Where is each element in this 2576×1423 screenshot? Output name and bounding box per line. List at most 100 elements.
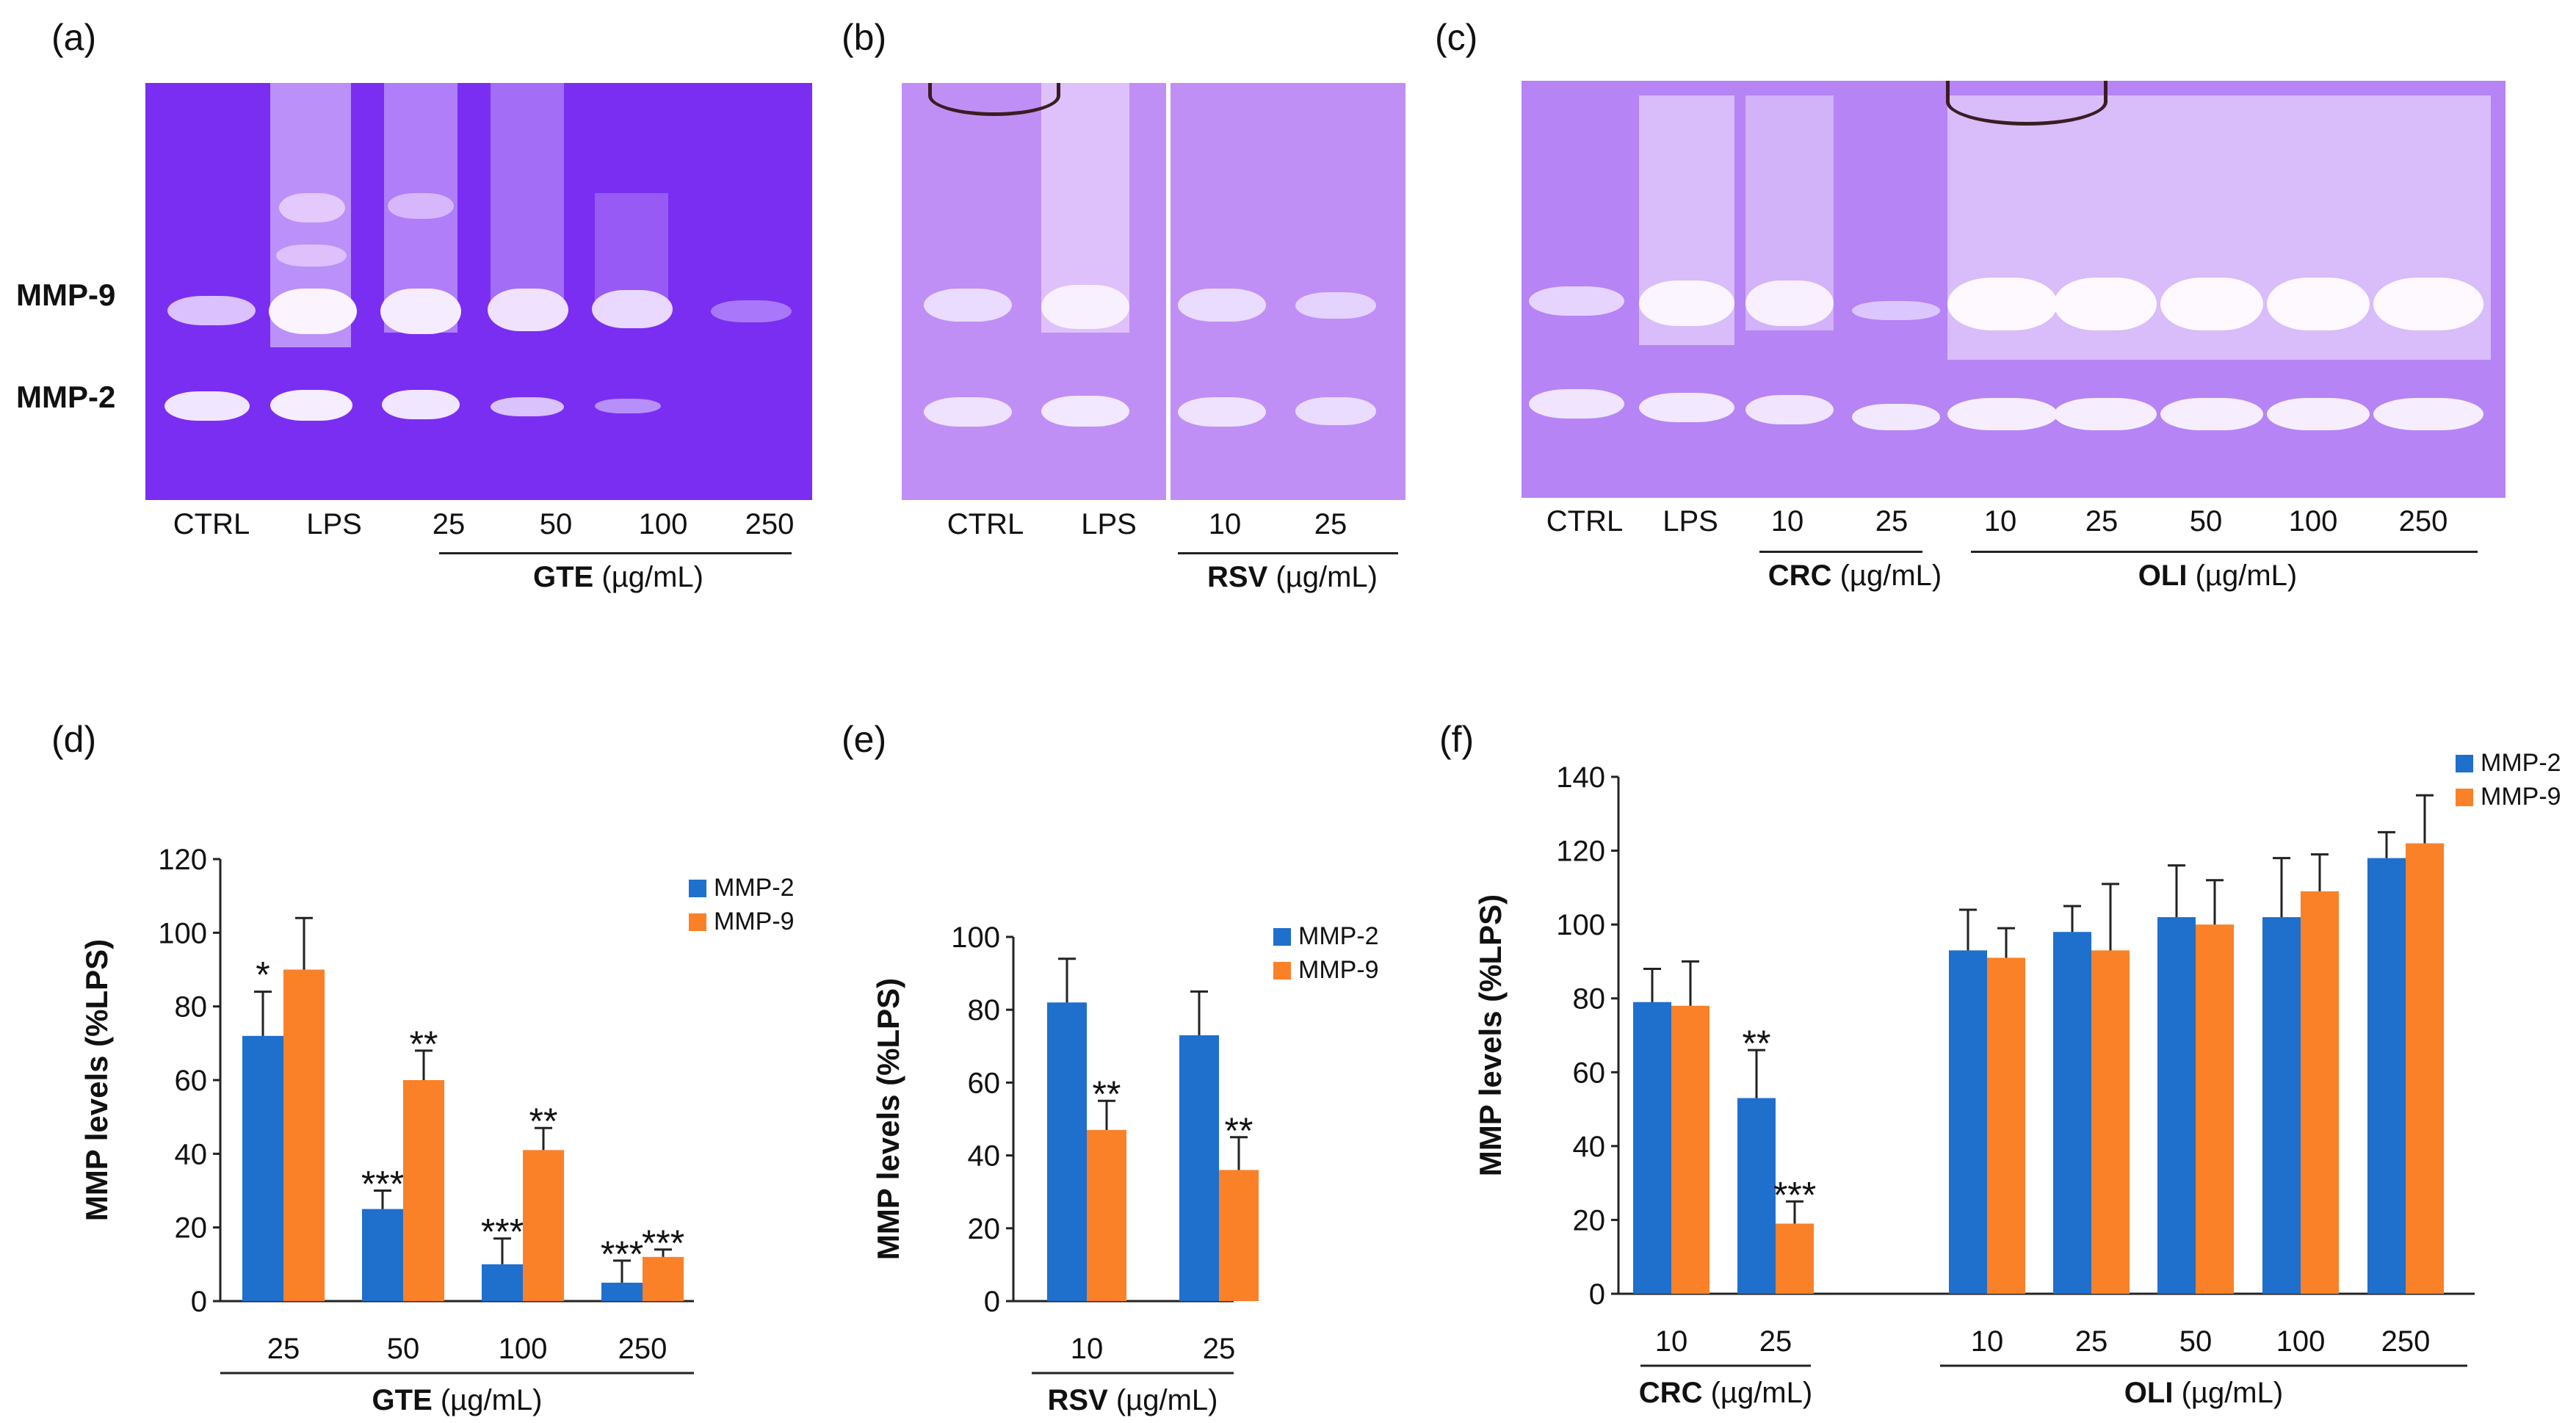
panel-label-e: (e)	[842, 719, 887, 760]
bar-mmp-2	[601, 1282, 643, 1301]
y-tick-label: 100	[158, 917, 207, 949]
y-tick-label: 80	[968, 994, 1001, 1026]
y-tick-label: 100	[1556, 909, 1605, 941]
y-tick-label: 20	[1573, 1204, 1606, 1236]
gel-b-right-image	[1171, 83, 1405, 500]
x-tick-label: 100	[2276, 1325, 2326, 1358]
legend-swatch-mmp-9	[2456, 789, 2473, 806]
panel-label-f: (f)	[1439, 719, 1475, 760]
y-axis-title: MMP levels (%LPS)	[1473, 894, 1508, 1176]
bar-mmp-9	[1087, 1129, 1126, 1301]
bar-mmp-9	[1219, 1170, 1259, 1301]
bar-mmp-9	[283, 969, 325, 1301]
bar-mmp-9	[1987, 957, 2025, 1294]
gel-c-lane-crc-25: 25	[1875, 505, 1909, 537]
bar-mmp-9	[2301, 891, 2339, 1294]
group-label: GTE (µg/mL)	[372, 1384, 543, 1416]
panel-label-c: (c)	[1435, 17, 1478, 58]
x-tick-label: 10	[1071, 1333, 1104, 1365]
y-tick-label: 60	[1573, 1057, 1606, 1089]
x-tick-label: 100	[499, 1333, 548, 1365]
significance-marker: ***	[361, 1164, 404, 1205]
significance-marker: ***	[1773, 1174, 1816, 1215]
y-tick-label: 80	[1573, 983, 1606, 1015]
y-tick-label: 80	[175, 991, 208, 1024]
chart-e: 0 20 40 60 80 100 MMP levels (%LPS) 10 ** 25 ** MMP…	[871, 921, 1379, 1416]
legend-label-mmp-9: MMP-9	[2481, 783, 2561, 811]
gel-c-oli-label: OLI (µg/mL)	[2138, 560, 2298, 592]
panel-label-d: (d)	[51, 719, 97, 760]
gel-c-lane-ctrl: CTRL	[1546, 505, 1624, 537]
legend-label-mmp-2: MMP-2	[1298, 922, 1379, 950]
x-tick-label: 10	[1655, 1325, 1688, 1358]
bar-mmp-2	[242, 1035, 283, 1301]
significance-marker: **	[1225, 1110, 1253, 1151]
gel-b-lane-25: 25	[1314, 508, 1347, 540]
y-tick-label: 40	[1573, 1131, 1606, 1163]
y-tick-label: 40	[968, 1140, 1001, 1173]
bar-mmp-2	[1949, 950, 1987, 1294]
significance-marker: **	[529, 1101, 558, 1142]
gel-a-image	[145, 83, 812, 500]
gel-b-lane-10: 10	[1208, 508, 1242, 540]
y-tick-label: 20	[968, 1213, 1001, 1245]
bar-mmp-2	[482, 1264, 523, 1301]
bar-mmp-2	[1047, 1002, 1087, 1301]
bar-mmp-9	[403, 1080, 444, 1301]
legend-label-mmp-2: MMP-2	[2481, 749, 2561, 777]
x-tick-label: 250	[2381, 1325, 2431, 1358]
mmp2-gel-label: MMP-2	[16, 380, 116, 414]
significance-marker: ***	[642, 1223, 684, 1264]
legend-label-mmp-9: MMP-9	[1298, 956, 1379, 984]
gel-a-lane-25: 25	[432, 508, 466, 540]
group-label: RSV (µg/mL)	[1048, 1384, 1218, 1416]
gel-a-lane-250: 250	[745, 508, 795, 540]
y-tick-label: 0	[191, 1286, 207, 1318]
gel-c-lane-lps: LPS	[1663, 505, 1718, 537]
bar-mmp-9	[643, 1256, 684, 1301]
bar-mmp-9	[2196, 924, 2234, 1294]
gel-b-group-line	[1178, 552, 1398, 554]
bar-mmp-9	[2406, 843, 2444, 1294]
y-tick-label: 60	[175, 1065, 208, 1097]
bar-mmp-2	[1633, 1002, 1671, 1294]
group-label: CRC (µg/mL)	[1639, 1377, 1812, 1409]
panel-label-a: (a)	[51, 17, 97, 58]
mmp9-gel-label: MMP-9	[16, 278, 116, 312]
gel-a-lane-ctrl: CTRL	[173, 508, 250, 540]
y-tick-label: 140	[1556, 761, 1605, 794]
legend-label-mmp-9: MMP-9	[714, 908, 795, 935]
gel-c-lane-crc-10: 10	[1770, 505, 1804, 537]
legend-swatch-mmp-2	[1273, 928, 1291, 946]
gel-b-lane-lps: LPS	[1081, 508, 1137, 540]
gel-c-crc-label: CRC (µg/mL)	[1768, 560, 1942, 592]
y-tick-label: 40	[175, 1138, 208, 1170]
x-tick-label: 250	[618, 1333, 667, 1365]
bar-mmp-2	[2262, 917, 2301, 1294]
gel-b-left-image	[902, 83, 1166, 500]
significance-marker: ***	[481, 1212, 524, 1253]
y-axis-title: MMP levels (%LPS)	[871, 978, 905, 1260]
y-tick-label: 60	[968, 1067, 1001, 1099]
gel-a-group-label: GTE (µg/mL)	[533, 561, 703, 593]
gel-c-oli-line	[1971, 551, 2478, 553]
bar-mmp-9	[1671, 1005, 1710, 1294]
significance-marker: **	[1093, 1073, 1121, 1115]
y-tick-label: 100	[951, 921, 1000, 954]
gel-a-lane-100: 100	[638, 508, 688, 540]
bar-mmp-2	[2157, 917, 2196, 1294]
legend-swatch-mmp-9	[1273, 962, 1291, 980]
gel-b-lane-ctrl: CTRL	[947, 508, 1024, 540]
y-tick-label: 0	[984, 1286, 1000, 1318]
bar-mmp-9	[2091, 950, 2130, 1294]
y-tick-label: 20	[175, 1212, 208, 1245]
y-tick-label: 120	[1556, 836, 1605, 868]
gel-c-crc-line	[1759, 551, 1922, 553]
significance-marker: ***	[601, 1234, 643, 1275]
legend-swatch-mmp-9	[689, 913, 706, 931]
y-tick-label: 0	[1589, 1278, 1605, 1311]
gel-c-lane-oli-10: 10	[1983, 505, 2017, 537]
significance-marker: **	[410, 1024, 438, 1065]
panel-label-b: (b)	[842, 17, 887, 58]
